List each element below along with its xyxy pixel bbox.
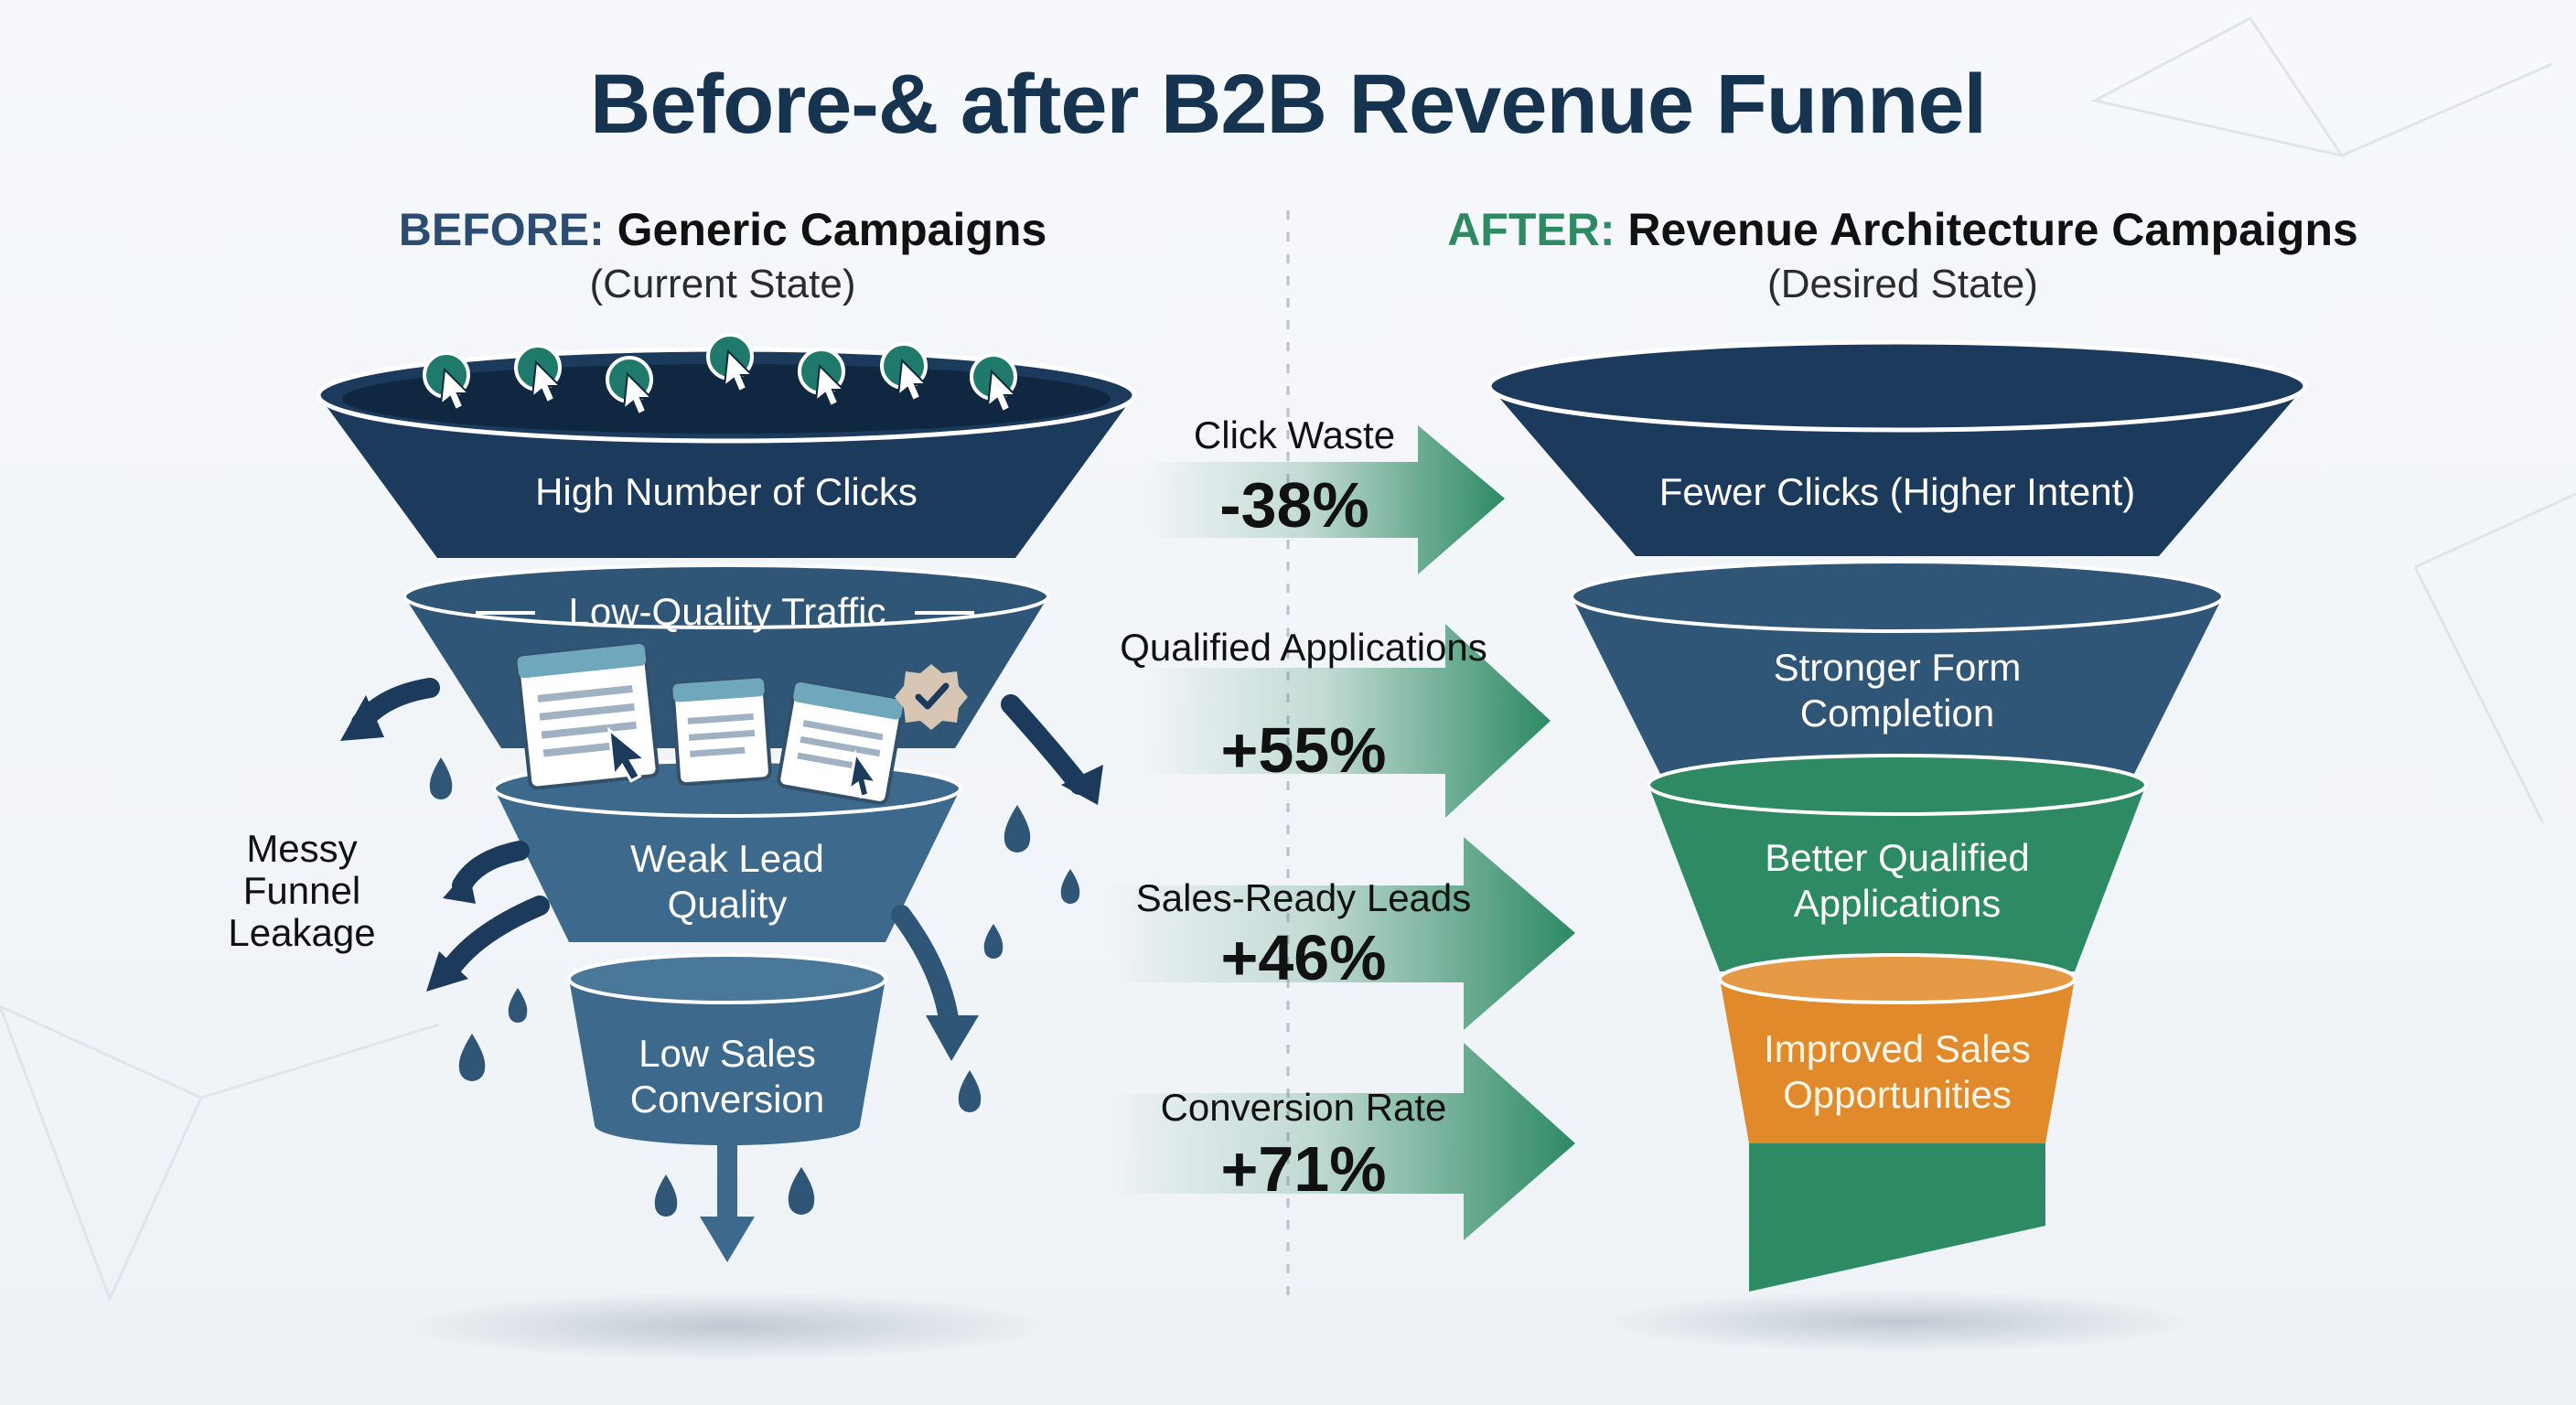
after-stage-4-label: Improved Sales Opportunities: [1764, 1027, 2031, 1116]
droplet-icon: [1060, 869, 1080, 904]
before-stage-4-label: Low Sales Conversion: [629, 1032, 825, 1121]
leak-arrowheads: [340, 695, 1103, 1262]
before-stage-3-label: Weak Lead Quality: [630, 837, 824, 926]
checkmark-badge-icon: [895, 664, 968, 730]
metric-1-value: -38%: [1219, 469, 1369, 541]
click-cursor-icons: [423, 333, 1018, 416]
after-tag: AFTER:: [1447, 204, 1615, 255]
metric-arrow-3: [1107, 837, 1575, 1030]
metric-arrows: [1107, 425, 1575, 1240]
metric-4-label: Conversion Rate: [1160, 1086, 1447, 1129]
cursor-click-icon: [514, 344, 563, 404]
cursor-click-icon: [880, 342, 928, 402]
before-subheading: (Current State): [589, 262, 856, 306]
document-window-icon: [777, 681, 905, 805]
cursor-click-icon: [606, 356, 654, 416]
droplet-icon: [983, 924, 1004, 959]
metric-3-value: +46%: [1220, 922, 1387, 993]
after-heading-text: Revenue Architecture Campaigns: [1627, 204, 2358, 255]
metric-arrow-4: [1107, 1043, 1575, 1240]
metric-2-value: +55%: [1220, 714, 1387, 786]
droplet-icon: [429, 757, 453, 799]
after-stage-3-label: Better Qualified Applications: [1765, 836, 2030, 925]
before-stage-2-label: Low-Quality Traffic: [568, 590, 886, 633]
background-pattern: [0, 16, 2576, 1303]
droplet-icon: [1004, 805, 1031, 853]
before-tag: BEFORE:: [398, 204, 605, 255]
before-heading-text: Generic Campaigns: [617, 204, 1047, 255]
page-title: Before-& after B2B Revenue Funnel: [589, 58, 1987, 151]
cursor-click-icon: [706, 333, 755, 393]
after-stage-1: [1487, 339, 2308, 556]
cursor-click-icon: [798, 348, 846, 408]
before-heading: BEFORE: Generic Campaigns: [348, 203, 1098, 256]
before-stage-1-label: High Number of Clicks: [535, 470, 918, 513]
after-stage-2: [1570, 560, 2225, 779]
droplet-icon: [458, 1034, 486, 1081]
after-subheading: (Desired State): [1767, 262, 2038, 306]
leakage-label: Messy Funnel Leakage: [228, 827, 376, 954]
after-stage-1-label: Fewer Clicks (Higher Intent): [1658, 470, 2136, 513]
droplet-icon: [788, 1167, 815, 1215]
after-stage-2-label: Stronger Form Completion: [1773, 646, 2022, 735]
leak-arrow-icon: [891, 905, 960, 1035]
after-output-spout: [1749, 1143, 2045, 1292]
metric-arrow-2: [1142, 624, 1551, 818]
metric-4-value: +71%: [1220, 1133, 1387, 1205]
droplet-icon: [654, 1174, 678, 1217]
document-window-icon: [671, 676, 772, 787]
after-heading: AFTER: Revenue Architecture Campaigns: [1372, 203, 2433, 256]
document-window-icons: [515, 642, 968, 805]
droplet-icon: [508, 988, 528, 1023]
droplets: [429, 757, 1080, 1217]
metric-2-label: Qualified Applications: [1120, 626, 1487, 669]
leak-arrow-icon: [1001, 694, 1089, 795]
droplet-icon: [958, 1070, 982, 1112]
cursor-click-icon: [970, 353, 1018, 413]
before-stage-4: [567, 953, 887, 1145]
metric-arrow-1: [1142, 425, 1505, 574]
after-stage-3: [1647, 754, 2148, 971]
cursor-click-icon: [423, 351, 471, 412]
metric-3-label: Sales-Ready Leads: [1135, 876, 1472, 919]
metric-1-label: Click Waste: [1193, 413, 1396, 456]
leak-arrow-icon: [440, 896, 550, 980]
document-window-icon: [515, 642, 660, 790]
